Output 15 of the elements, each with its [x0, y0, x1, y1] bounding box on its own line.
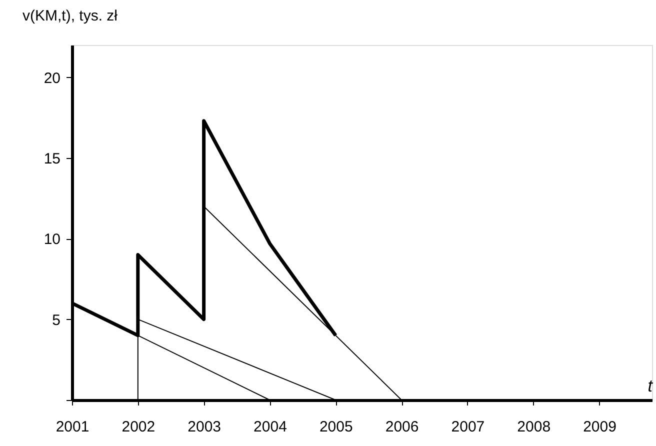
x-tick-label: 2005 — [319, 418, 353, 436]
x-tick-label: 2006 — [385, 418, 419, 436]
y-tick-label: 5 — [52, 312, 60, 329]
x-axis-title: t — [648, 376, 654, 396]
x-tick-label: 2003 — [188, 418, 222, 436]
y-axis-title: v(KM,t), tys. zł — [22, 8, 118, 24]
x-tick-label: 2002 — [122, 418, 156, 436]
y-tick-label: 20 — [44, 70, 60, 87]
x-tick-label: 2007 — [451, 418, 485, 436]
x-tick-label: 2009 — [583, 418, 616, 436]
y-tick-label: 10 — [44, 231, 60, 248]
y-tick-label: 15 — [44, 150, 60, 168]
x-tick-label: 2001 — [56, 418, 90, 436]
x-tick-label: 2008 — [517, 418, 551, 436]
x-tick-label: 2004 — [254, 418, 287, 436]
